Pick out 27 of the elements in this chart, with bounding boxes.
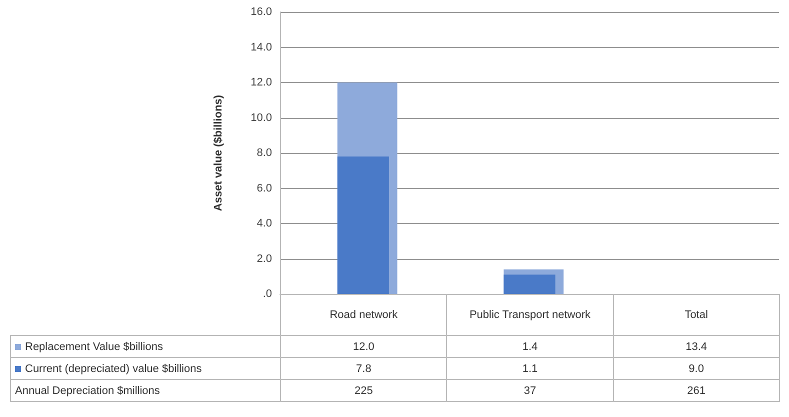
data-label: 12.0 [280,336,447,358]
data-label: 1.4 [446,336,614,358]
text: 13.4 [686,340,708,352]
y-tick-label: 2.0 [256,252,272,265]
legend-label: Current (depreciated) value $billions [10,358,280,380]
y-tick-label: 8.0 [256,147,272,159]
text: 261 [687,384,706,396]
text: 9.0 [688,362,704,374]
y-tick-label: 10.0 [250,112,272,124]
y-axis-title: Asset value ($billions) [212,94,224,212]
y-tick-label: 12.0 [250,76,272,88]
y-tick-label: 4.0 [256,218,272,230]
x-tick-label: Public Transport network [446,294,614,336]
x-tick-label: Total [613,294,780,336]
bar [504,274,556,294]
data-label: 1.1 [446,358,614,380]
y-tick-label: 14.0 [250,41,272,54]
text: 37 [524,384,536,396]
text: 225 [354,384,373,396]
y-tick-label: 16.0 [250,6,272,18]
bar [337,156,389,294]
y-tick-label: 6.0 [256,182,272,194]
data-label: 7.8 [280,358,447,380]
x-tick-label: Road network [280,294,447,336]
legend-label: Replacement Value $billions [10,336,280,358]
y-tick-label: .0 [262,288,272,300]
text: Annual Depreciation $millions [10,380,280,402]
